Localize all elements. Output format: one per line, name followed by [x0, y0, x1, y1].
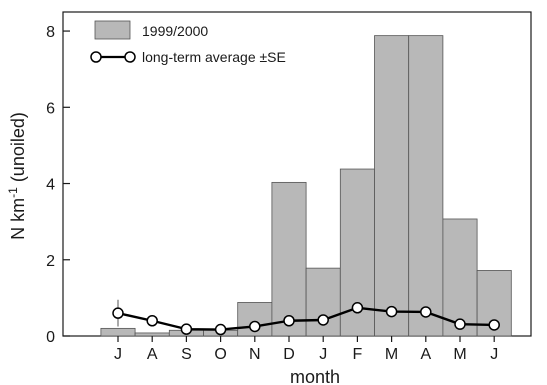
average-point-8: [385, 305, 398, 318]
average-point-6: [317, 314, 329, 326]
bar-series: [100, 35, 512, 337]
y-tick-label-4: 4: [46, 177, 55, 194]
y-axis-title-main: N km: [8, 198, 28, 240]
x-tick-label-2: S: [181, 346, 192, 363]
average-line: [117, 306, 495, 331]
average-point-3: [214, 323, 227, 336]
y-tick-label-6: 6: [46, 100, 55, 117]
bar-5: [271, 181, 307, 337]
x-tick-label-6: J: [319, 346, 327, 363]
y-tick-label-0: 0: [46, 329, 55, 346]
legend: 1999/2000 long-term average ±SE: [90, 20, 286, 65]
legend-line-marker-left: [90, 51, 102, 63]
x-tick-label-0: J: [114, 346, 122, 363]
legend-line-label: long-term average ±SE: [142, 49, 286, 65]
average-point-2: [180, 323, 193, 335]
legend-bar-swatch: [94, 20, 131, 40]
bar-8: [374, 35, 410, 337]
x-tick-label-1: A: [147, 346, 158, 363]
x-tick-label-9: A: [420, 346, 431, 363]
y-tick-label-2: 2: [46, 253, 55, 270]
y-axis: 0 2 4 6 8: [46, 24, 70, 346]
x-tick-label-3: O: [214, 346, 226, 363]
average-point-0: [112, 307, 124, 319]
bar-0: [100, 327, 136, 337]
x-axis-title: month: [290, 367, 340, 385]
x-tick-label-10: M: [453, 346, 466, 363]
x-tick-label-7: F: [353, 346, 363, 363]
average-point-7: [351, 302, 364, 314]
average-point-5: [283, 315, 295, 327]
x-tick-label-11: J: [490, 346, 498, 363]
legend-bar-label: 1999/2000: [142, 23, 208, 39]
average-point-1: [146, 315, 158, 327]
x-tick-label-8: M: [385, 346, 398, 363]
y-axis-title-suffix: (unoiled): [8, 112, 28, 187]
bar-9: [408, 35, 444, 337]
y-tick-label-8: 8: [46, 24, 55, 41]
average-point-4: [249, 320, 261, 333]
bar-1: [134, 332, 170, 337]
y-axis-title: N km-1 (unoiled): [6, 112, 28, 240]
average-series: [112, 302, 500, 336]
legend-line-marker-right: [124, 51, 136, 63]
bar-6: [305, 267, 341, 337]
x-tick-label-5: D: [283, 346, 295, 363]
average-point-11: [488, 319, 500, 331]
average-point-9: [420, 306, 432, 318]
x-tick-label-4: N: [249, 346, 261, 363]
y-axis-title-superscript: -1: [6, 187, 20, 198]
average-point-10: [454, 318, 466, 330]
